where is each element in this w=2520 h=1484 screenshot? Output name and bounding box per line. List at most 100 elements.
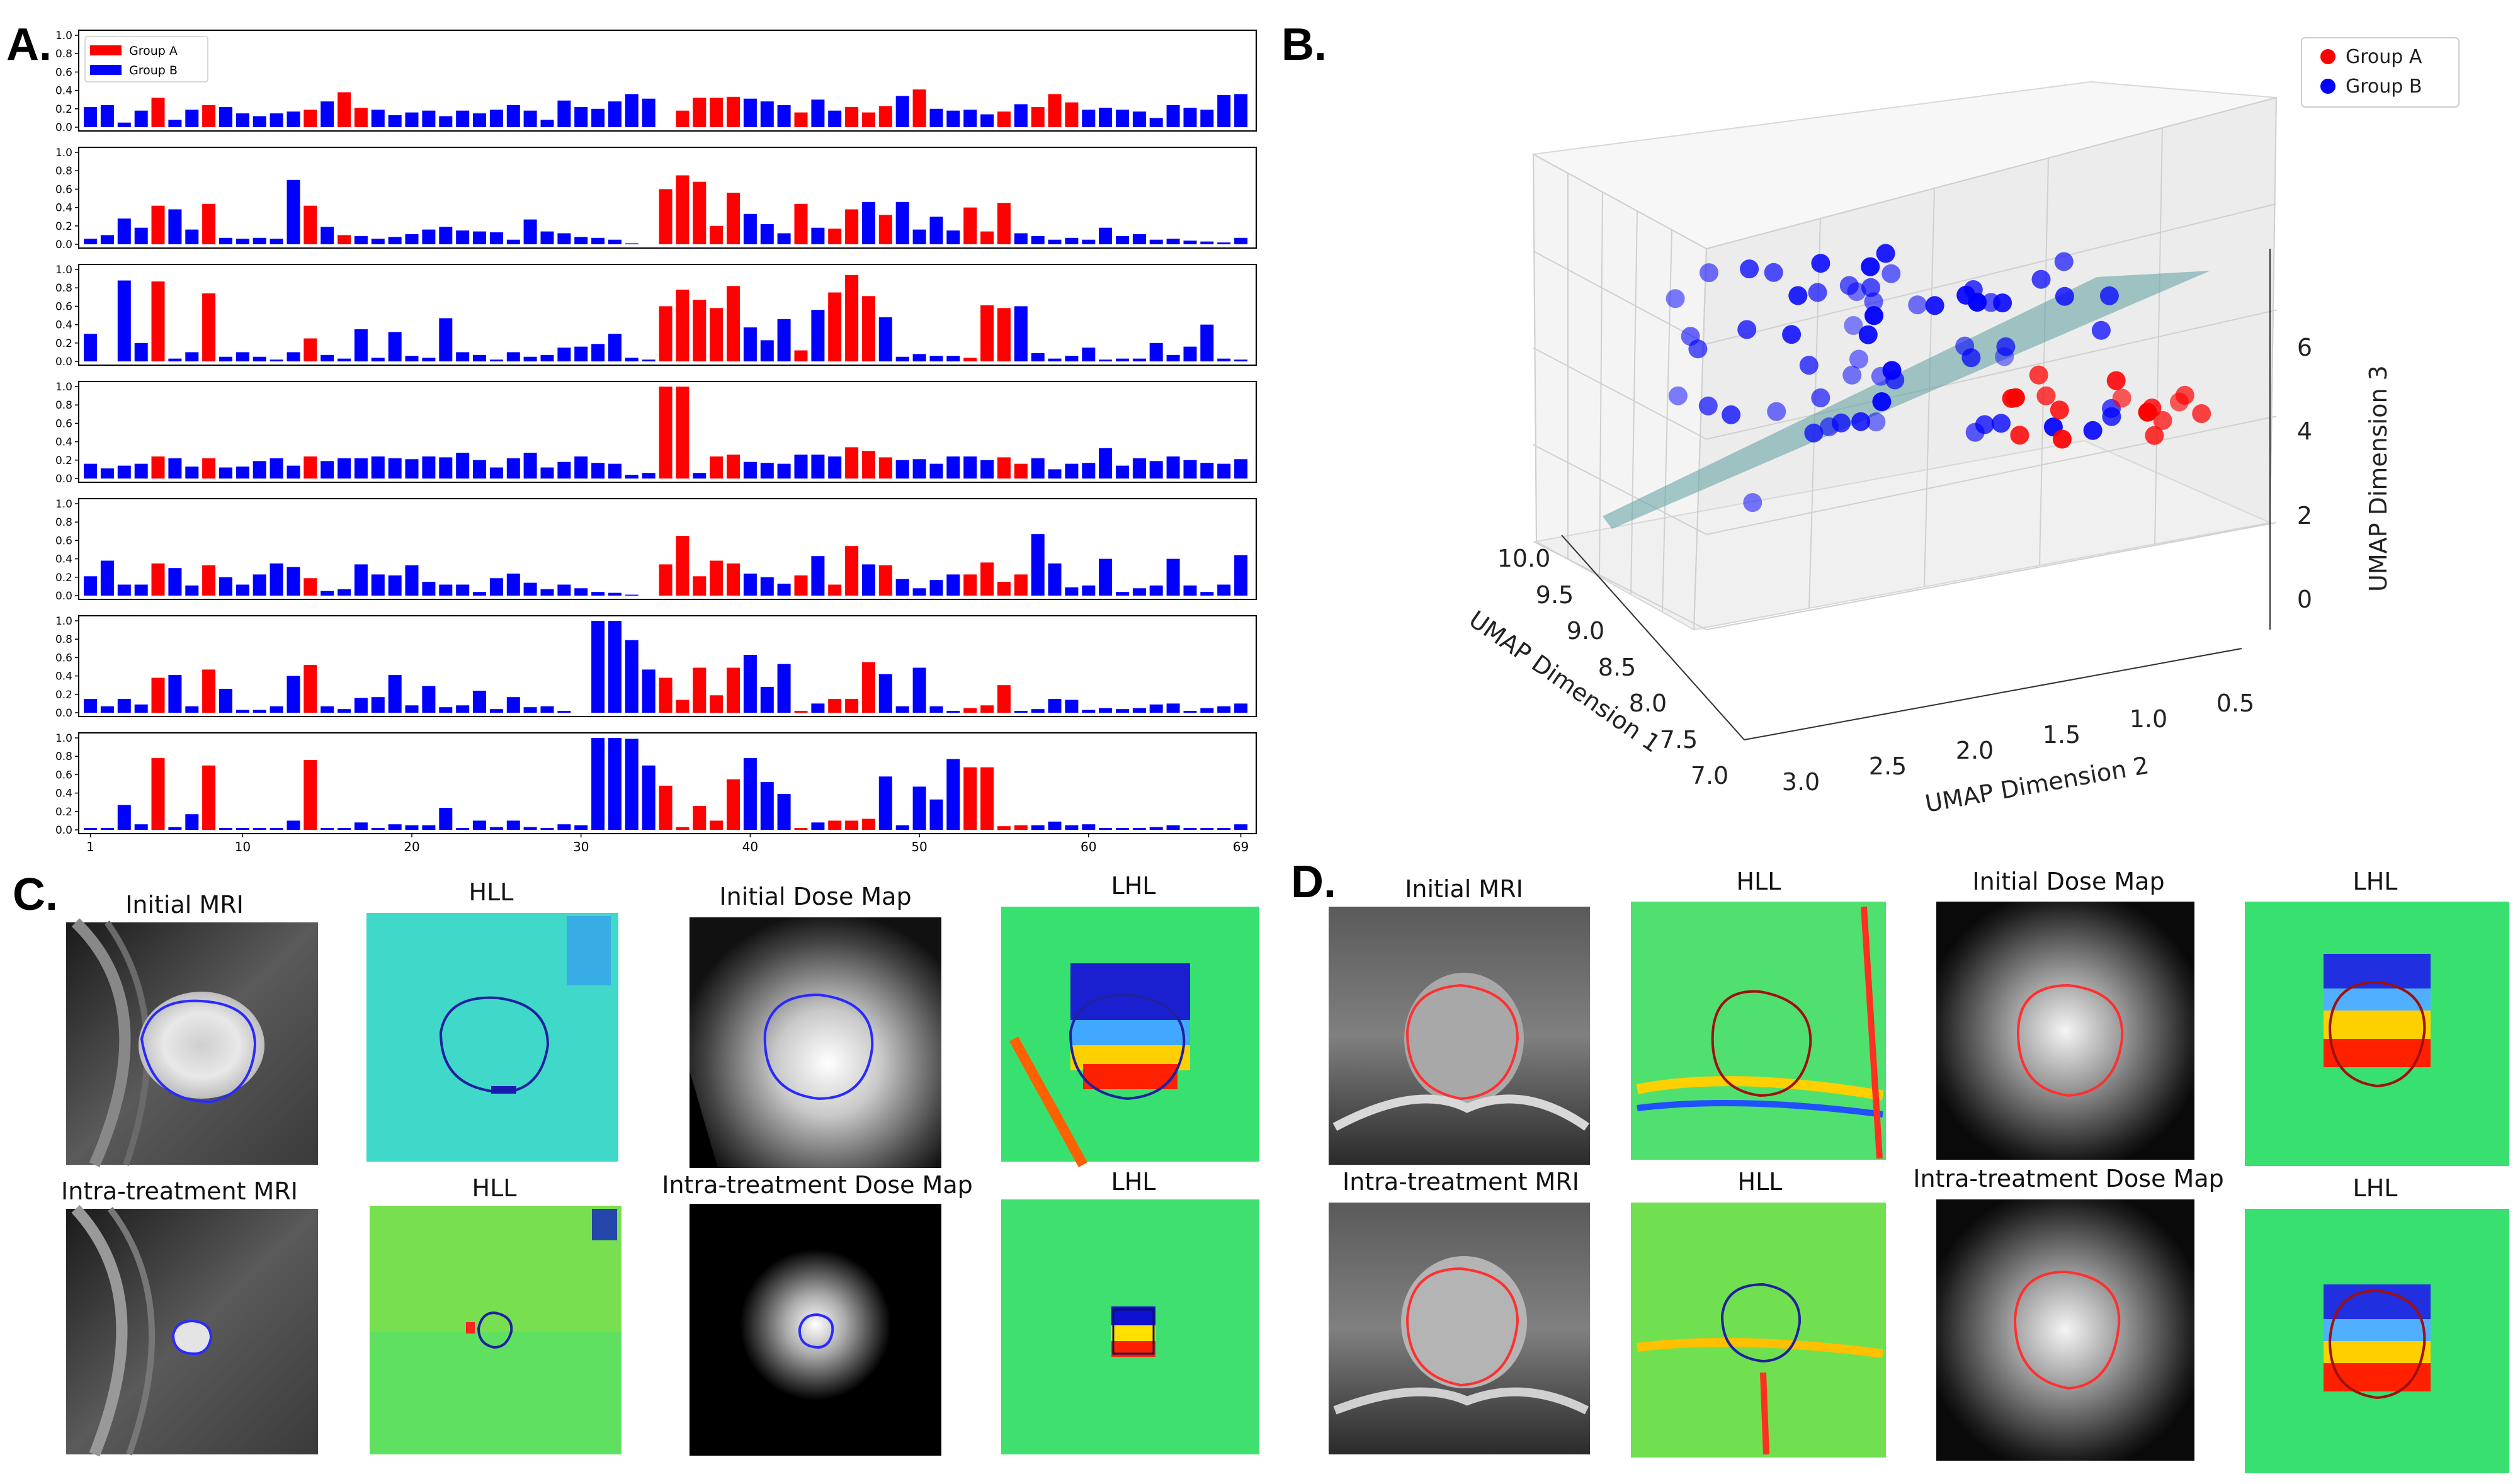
y-axis-tick-label: 0.5: [2216, 689, 2254, 717]
bar-row6-feature55: [997, 685, 1011, 713]
bar-row5-feature18: [371, 574, 385, 596]
bar-row1-feature56: [1014, 104, 1028, 127]
bar-row2-feature67: [1200, 241, 1214, 244]
bar-row4-feature9: [219, 467, 232, 479]
bar-row1-feature66: [1183, 108, 1197, 127]
d-hll-image-1: [1631, 902, 1886, 1160]
bar-row5-feature16: [338, 589, 351, 596]
bar-row6-feature59: [1065, 700, 1079, 713]
bar-row1-feature63: [1132, 111, 1146, 127]
bar-row2-feature22: [439, 227, 453, 244]
bar-row3-feature33: [625, 358, 639, 361]
bar-row1-feature64: [1149, 118, 1163, 127]
bar-row6-feature29: [557, 711, 571, 713]
bar-row3-feature25: [489, 360, 503, 361]
bar-row7-feature19: [388, 824, 402, 830]
x-axis-tick-label: 7.0: [1691, 762, 1728, 790]
scatter-point-group-b: [2054, 252, 2074, 271]
bar-row4-feature20: [405, 459, 419, 479]
y-tick-label: 0.0: [55, 473, 72, 485]
bar-row2-feature10: [236, 239, 249, 244]
d-title-hll-2: HLL: [1738, 1168, 1783, 1196]
bar-row2-feature4: [134, 227, 148, 244]
bar-row7-feature32: [608, 738, 621, 830]
bar-row7-feature55: [997, 826, 1011, 830]
bar-row6-feature63: [1132, 708, 1146, 713]
bar-row3-feature52: [946, 356, 960, 361]
bar-row5-feature26: [506, 574, 520, 596]
bar-row4-feature44: [811, 455, 825, 479]
bar-row5-feature30: [574, 588, 588, 596]
bar-row3-feature18: [371, 358, 385, 361]
bar-row5-feature36: [676, 536, 690, 596]
y-tick-label: 1.0: [55, 147, 72, 159]
bar-row5-feature42: [777, 584, 791, 596]
legend-label-group-b: Group B: [129, 64, 178, 77]
bar-row1-feature55: [997, 111, 1011, 127]
d-intra-dose-image: [1936, 1199, 2194, 1461]
bar-row1-feature34: [642, 98, 656, 127]
bar-row1-feature28: [540, 120, 554, 127]
bar-row1-feature25: [489, 110, 503, 127]
bar-row1-feature7: [185, 110, 199, 127]
bar-row2-feature16: [338, 235, 351, 244]
bar-row3-feature44: [811, 310, 825, 361]
bar-row6-feature18: [371, 697, 385, 713]
bar-row7-feature61: [1099, 828, 1113, 830]
bar-row6-feature40: [743, 655, 757, 713]
bar-row6-feature69: [1234, 703, 1248, 713]
y-tick-label: 1.0: [55, 264, 72, 276]
bar-row1-feature62: [1116, 110, 1129, 127]
bar-row5-feature33: [625, 594, 639, 596]
bar-row5-feature1: [84, 576, 98, 596]
y-tick-label: 0.8: [55, 282, 72, 295]
bar-row6-feature36: [676, 700, 690, 713]
x-axis-tick-label: 8.0: [1629, 689, 1667, 717]
bar-row3-feature5: [151, 281, 165, 361]
bar-row7-feature39: [727, 779, 740, 830]
y-tick-label: 0.0: [55, 590, 72, 603]
y-tick-label: 0.2: [55, 689, 72, 701]
bar-row1-feature30: [574, 106, 588, 127]
y-tick-label: 0.6: [55, 66, 72, 79]
bar-row3-feature32: [608, 334, 621, 361]
y-tick-label: 0.6: [55, 300, 72, 313]
bar-row2-feature68: [1217, 242, 1231, 244]
bar-row2-feature2: [100, 235, 114, 244]
bar-row5-feature10: [236, 584, 249, 596]
legend-b: Group A Group B: [2301, 37, 2460, 108]
bar-row4-feature47: [862, 451, 875, 479]
bar-row1-feature61: [1099, 108, 1113, 127]
bar-row5-feature14: [304, 578, 317, 596]
bar-row4-feature38: [710, 456, 724, 479]
c-title-hll-2: HLL: [472, 1174, 517, 1202]
bar-row6-feature25: [489, 709, 503, 713]
bar-row5-feature40: [743, 574, 757, 596]
bar-row4-feature69: [1234, 459, 1248, 479]
bar-row3-feature56: [1014, 306, 1028, 361]
bar-row4-feature10: [236, 467, 249, 479]
bar-row6-feature37: [693, 667, 707, 713]
bar-row4-feature66: [1183, 460, 1197, 479]
bar-row5-feature5: [151, 563, 165, 596]
bar-row3-feature35: [659, 306, 673, 361]
x-tick-label: 50: [911, 839, 927, 854]
bar-row7-feature45: [828, 820, 842, 830]
bar-row6-feature49: [895, 706, 909, 713]
bar-row1-feature69: [1234, 94, 1248, 127]
bar-row5-feature17: [354, 564, 368, 596]
bar-row4-feature23: [456, 453, 470, 479]
x-axis-tick-label: 9.0: [1567, 617, 1604, 645]
y-tick-label: 0.8: [55, 165, 72, 178]
bar-row4-feature37: [693, 473, 707, 479]
bar-row4-feature55: [997, 457, 1011, 479]
bar-row5-feature9: [219, 577, 232, 596]
bar-row6-feature54: [980, 705, 994, 713]
bar-row-frame-4: [78, 381, 1257, 483]
bar-row3-feature16: [338, 358, 351, 361]
bar-row1-feature50: [912, 89, 926, 127]
bar-row3-feature69: [1234, 360, 1248, 361]
y-tick-label: 0.0: [55, 707, 72, 720]
bar-row5-feature28: [540, 589, 554, 596]
y-tick-label: 0.6: [55, 417, 72, 430]
